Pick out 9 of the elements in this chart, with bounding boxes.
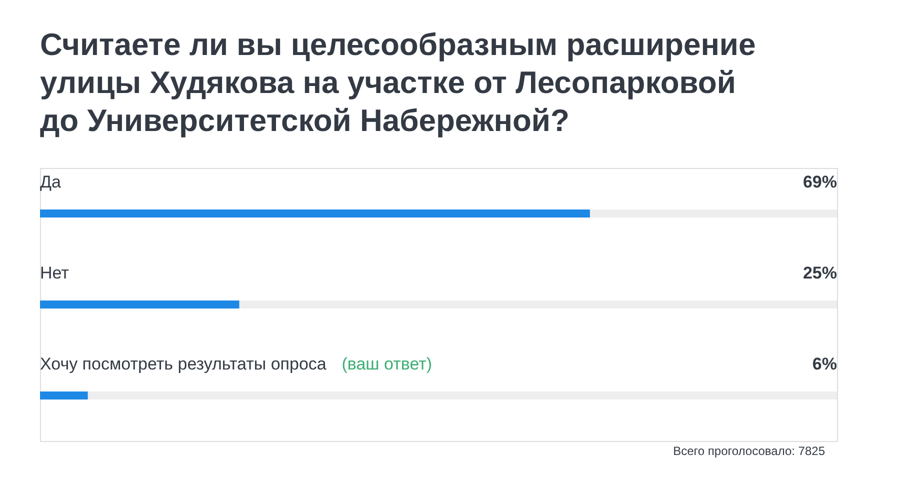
data-label: 25% [802, 264, 837, 282]
y-tick-label: Да [40, 172, 62, 192]
data-label: 69% [802, 172, 837, 192]
text: Всего проголосовало: 7825 [673, 444, 826, 458]
y-tick-label: Нет [40, 264, 70, 282]
data-label: 6% [812, 354, 837, 374]
y-tick-label: Хочу посмотреть результаты опроса [40, 354, 327, 374]
annotation: (ваш ответ) [342, 354, 432, 374]
chart-title: Считаете ли вы целесообразным расширение улицы Худякова на участке от Лесопарковой до Университетской Набережной? [40, 27, 756, 138]
